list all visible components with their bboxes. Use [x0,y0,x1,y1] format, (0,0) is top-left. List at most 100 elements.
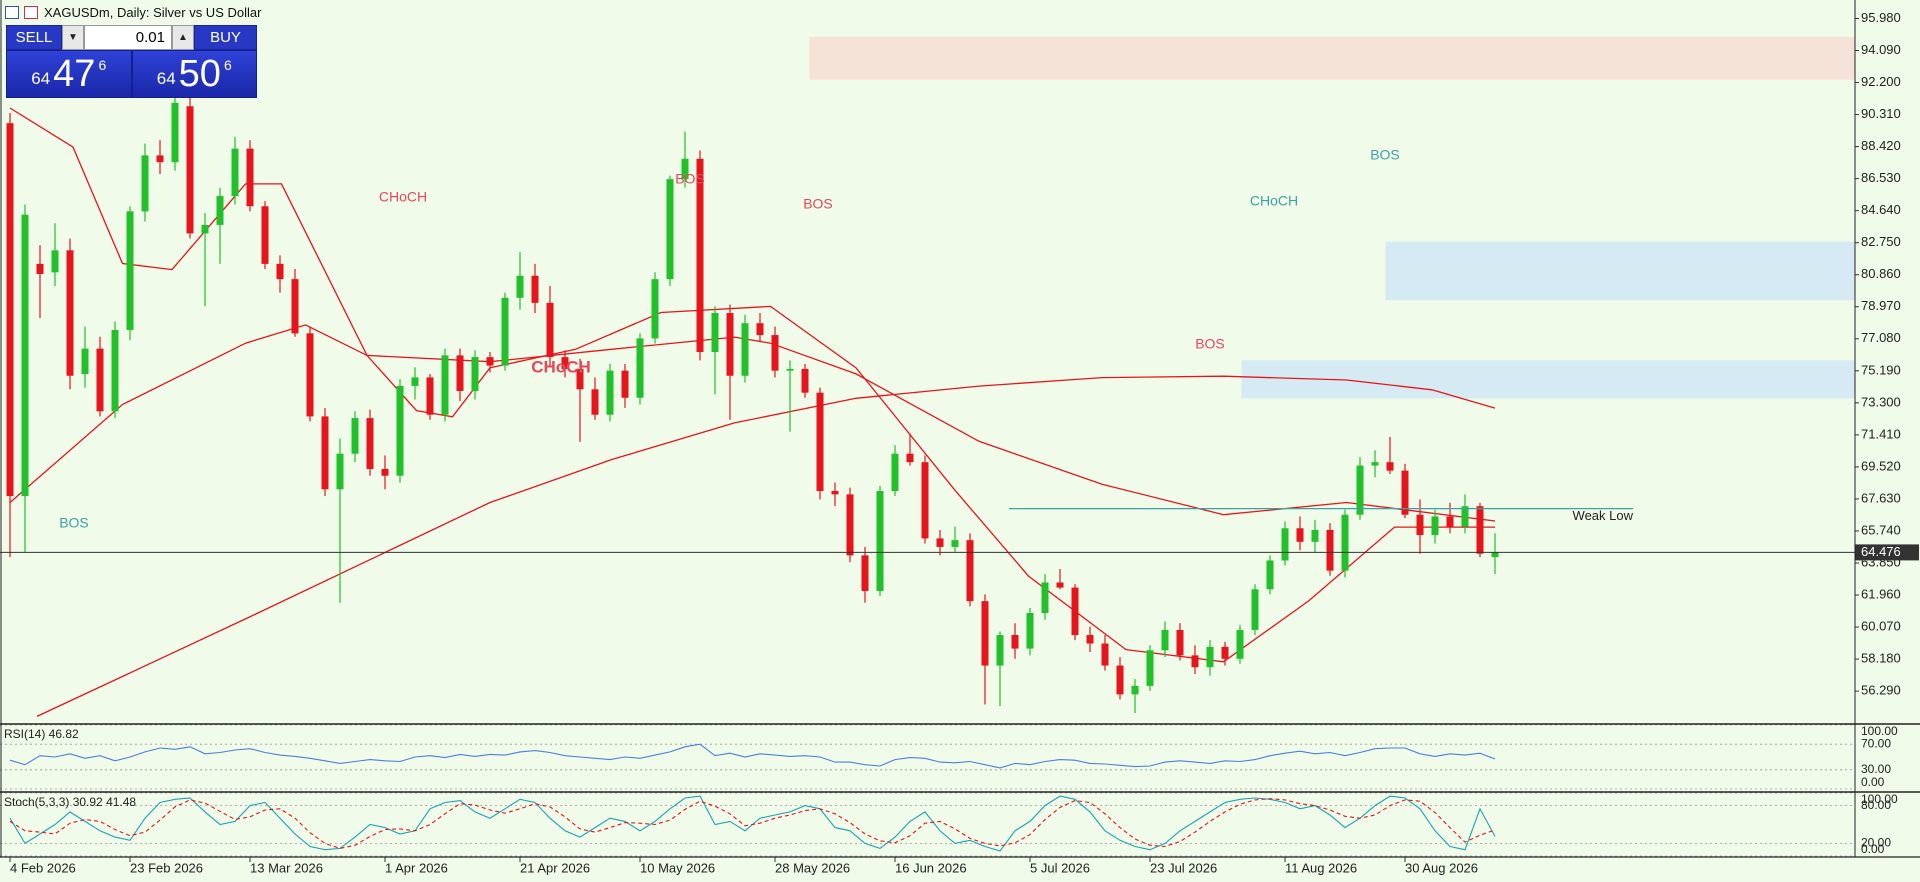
candle-body [171,102,179,163]
volume-up[interactable]: ▲ [172,25,194,50]
candle-body [1311,529,1319,542]
y-tick-label: 30.00 [1861,762,1891,776]
y-tick-label: 61.960 [1861,586,1901,601]
indicator-label: Stoch(5,3,3) 30.92 41.48 [4,795,136,809]
chart-icon[interactable] [24,5,38,19]
candle-body [861,555,869,591]
annotation: BOS [1370,147,1400,163]
y-tick-label: 100.00 [1861,724,1898,738]
candle-body [1161,629,1169,651]
x-tick-label: 13 Mar 2026 [250,860,323,875]
candle-body [801,368,809,393]
volume-down[interactable]: ▼ [62,25,84,50]
candle-body [111,329,119,412]
x-tick-label: 28 May 2026 [775,860,850,875]
price-prefix: 64 [31,69,51,88]
price-label: 64.476 [1861,544,1901,559]
y-tick-label: 58.180 [1861,651,1901,666]
buy-button[interactable]: BUY [194,25,257,50]
zone [809,36,1855,80]
candle-body [726,313,734,376]
candle-body [756,323,764,336]
candle-body [1146,650,1154,686]
y-tick-label: 0.00 [1861,842,1885,856]
y-tick-label: 95.980 [1861,10,1901,25]
price-label-box [1855,544,1919,561]
candle-body [141,155,149,212]
one-click-trading: SELL ▼ 0.01 ▲ BUY 64 47 6 64 50 6 [6,25,257,98]
x-tick-label: 23 Jul 2026 [1150,860,1217,875]
menu-icon[interactable] [5,5,19,19]
price-big: 50 [178,52,221,95]
candle-body [936,538,944,547]
candle-body [1266,560,1274,590]
candle-body [1026,613,1034,649]
candle-body [1131,685,1139,695]
candle-body [981,601,989,666]
candle-body [1176,629,1184,656]
y-tick-label: 0.00 [1861,775,1885,789]
y-tick-label: 92.200 [1861,74,1901,89]
zone [1385,241,1855,301]
candle-body [1326,529,1334,571]
candle-body [66,250,74,376]
candle-body [501,297,509,366]
x-tick-label: 5 Jul 2026 [1030,860,1090,875]
candle-body [831,490,839,495]
candle-body [231,148,239,197]
candle-body [321,416,329,490]
candle-body [1086,635,1094,644]
x-tick-label: 4 Feb 2026 [10,860,76,875]
chart-toolbar: XAGUSDm, Daily: Silver vs US Dollar [0,0,261,24]
candle-body [351,418,359,454]
candle-body [81,348,89,375]
candle-body [1491,552,1499,558]
candle-body [36,263,44,275]
candle-body [531,275,539,303]
y-tick-label: 90.310 [1861,106,1901,121]
y-tick-label: 80.00 [1861,798,1891,812]
x-tick-label: 21 Apr 2026 [520,860,590,875]
annotation: BOS [1195,336,1225,352]
y-tick-label: 82.750 [1861,234,1901,249]
volume-input[interactable]: 0.01 [84,25,172,50]
candle-body [1401,470,1409,515]
candle-body [741,323,749,376]
candle-body [186,106,194,234]
y-tick-label: 60.070 [1861,619,1901,634]
candle-body [306,333,314,417]
candle-body [651,279,659,339]
annotation: CHoCH [1250,193,1298,209]
price-sup: 6 [223,57,232,73]
y-tick-label: 67.630 [1861,490,1901,505]
indicator-background [0,793,1855,856]
candle-body [1281,528,1289,561]
price-sup: 6 [98,57,107,73]
candle-body [291,279,299,334]
candle-body [1356,465,1364,515]
annotation: CHoCH [531,357,591,376]
candle-body [6,123,14,497]
sell-button[interactable]: SELL [6,25,62,50]
candle-body [1116,665,1124,695]
price-big: 47 [53,52,96,95]
candle-body [381,468,389,476]
candle-body [1431,516,1439,536]
candle-body [711,313,719,353]
candle-body [696,158,704,353]
buy-price[interactable]: 64 50 6 [131,50,257,98]
candle-body [876,490,884,591]
y-tick-label: 73.300 [1861,394,1901,409]
y-tick-label: 71.410 [1861,426,1901,441]
x-tick-label: 23 Feb 2026 [130,860,203,875]
price-prefix: 64 [156,69,176,88]
annotation: BOS [803,196,833,212]
moving-average [36,375,1496,717]
candle-body [1446,516,1454,527]
y-tick-label: 20.00 [1861,836,1891,850]
candle-body [1461,506,1469,527]
candle-body [336,453,344,490]
sell-price[interactable]: 64 47 6 [6,50,132,98]
y-tick-label: 88.420 [1861,138,1901,153]
candle-body [771,335,779,371]
